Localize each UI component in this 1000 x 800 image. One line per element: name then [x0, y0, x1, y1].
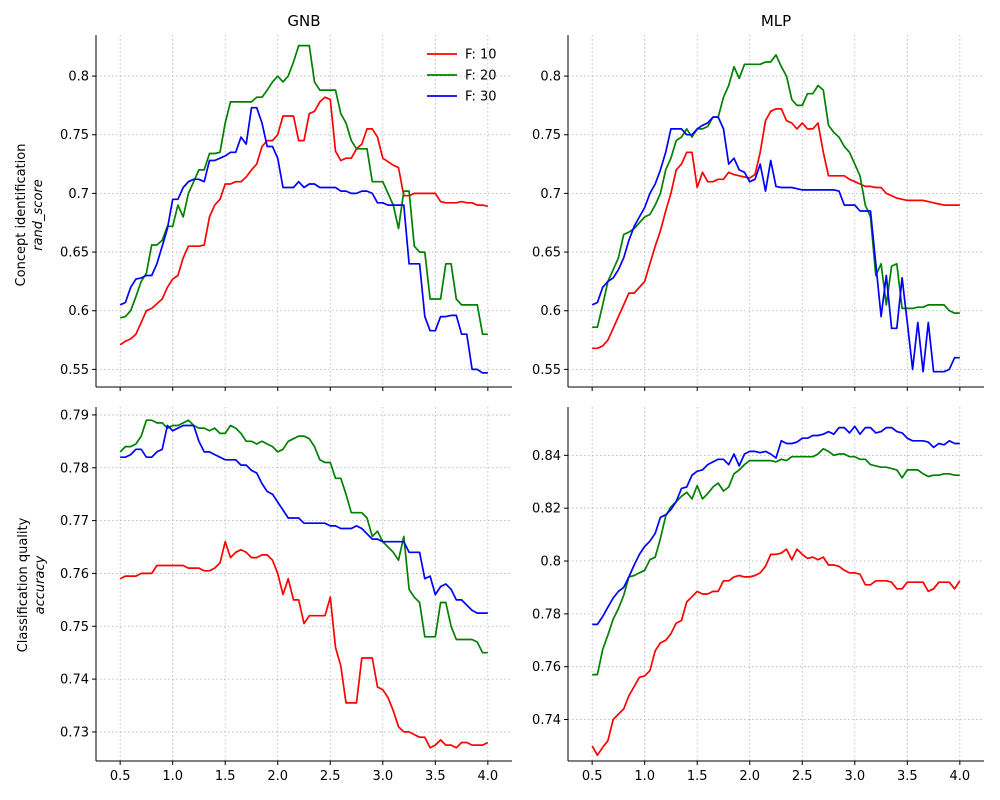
series-line-f20 — [592, 447, 960, 676]
row-label-rand-score-line2: rand_score — [31, 179, 46, 251]
series-line-f10 — [119, 96, 488, 346]
y-tick-label: 0.75 — [60, 128, 89, 143]
series-line-f20 — [119, 419, 488, 654]
y-tick-label: 0.8 — [68, 70, 89, 85]
row-label-accuracy: Classification quality accuracy — [16, 517, 48, 652]
series-line-f30 — [120, 424, 488, 614]
legend: F: 10 F: 20 F: 30 — [427, 48, 497, 105]
y-tick-label: 0.76 — [60, 567, 89, 582]
y-tick-label: 0.75 — [60, 620, 89, 635]
x-tick-label: 3.5 — [425, 769, 446, 784]
x-tick-label: 1.0 — [162, 769, 183, 784]
y-tick-label: 0.82 — [532, 502, 561, 517]
x-tick-label: 1.5 — [215, 769, 236, 784]
y-tick-label: 0.55 — [532, 363, 561, 378]
x-tick-label: 1.0 — [634, 769, 655, 784]
x-tick-label: 3.5 — [897, 769, 918, 784]
panel-1: 0.55 0.6 0.65 0.7 0.75 0.8 — [532, 35, 984, 391]
y-tick-label: 0.6 — [540, 304, 561, 319]
series-line-f30 — [591, 116, 960, 373]
row-label-rand-score-line1: Concept identification — [14, 144, 29, 287]
legend-label: F: 10 — [465, 48, 497, 63]
y-tick-label: 0.76 — [532, 660, 561, 675]
row-label-accuracy-line2: accuracy — [33, 555, 48, 614]
y-tick-label: 0.6 — [68, 304, 89, 319]
y-tick-label: 0.73 — [60, 725, 89, 740]
y-tick-label: 0.78 — [60, 461, 89, 476]
x-tick-label: 3.0 — [372, 769, 393, 784]
y-tick-label: 0.65 — [60, 246, 89, 261]
y-tick-label: 0.8 — [540, 70, 561, 85]
series-line-f30 — [592, 425, 960, 626]
column-title-gnb: GNB — [287, 12, 320, 30]
y-tick-label: 0.79 — [60, 408, 89, 423]
y-tick-label: 0.84 — [532, 449, 561, 464]
panel-2: 0.73 0.74 0.75 0.76 0.77 0.78 0.79 0.5 1.0 1.5 2.0… — [60, 407, 512, 784]
legend-label: F: 30 — [465, 90, 497, 105]
x-tick-label: 2.0 — [739, 769, 760, 784]
row-label-rand-score: Concept identification rand_score — [14, 144, 46, 287]
y-tick-label: 0.75 — [532, 128, 561, 143]
y-tick-label: 0.7 — [540, 187, 561, 202]
panel-0: 0.55 0.6 0.65 0.7 0.75 0.8 — [60, 35, 512, 391]
x-tick-label: 3.0 — [844, 769, 865, 784]
x-tick-label: 1.5 — [687, 769, 708, 784]
y-tick-label: 0.77 — [60, 514, 89, 529]
y-tick-label: 0.8 — [540, 555, 561, 570]
series-line-f30 — [119, 106, 488, 374]
legend-label: F: 20 — [465, 69, 497, 84]
y-tick-label: 0.74 — [532, 713, 561, 728]
y-tick-label: 0.7 — [68, 187, 89, 202]
x-tick-label: 4.0 — [477, 769, 498, 784]
y-tick-label: 0.78 — [532, 607, 561, 622]
column-title-mlp: MLP — [761, 12, 791, 30]
y-tick-label: 0.74 — [60, 673, 89, 688]
series-line-f20 — [592, 54, 960, 329]
x-tick-label: 2.5 — [792, 769, 813, 784]
y-tick-label: 0.55 — [60, 363, 89, 378]
series-line-f10 — [592, 108, 960, 350]
series-line-f20 — [120, 44, 488, 336]
x-tick-label: 2.5 — [320, 769, 341, 784]
y-tick-label: 0.65 — [532, 246, 561, 261]
x-tick-label: 0.5 — [582, 769, 603, 784]
panel-3: 0.74 0.76 0.78 0.8 0.82 0.84 0.5 1.0 1.5 2.0 2.5 3.… — [532, 407, 984, 784]
panels: 0.550.60.650.70.750.80.550.60.650.70.750… — [60, 35, 984, 784]
x-tick-label: 0.5 — [110, 769, 131, 784]
x-tick-label: 2.0 — [267, 769, 288, 784]
row-label-accuracy-line1: Classification quality — [16, 517, 31, 652]
series-line-f10 — [591, 548, 961, 757]
series-line-f10 — [119, 540, 489, 749]
x-tick-label: 4.0 — [949, 769, 970, 784]
